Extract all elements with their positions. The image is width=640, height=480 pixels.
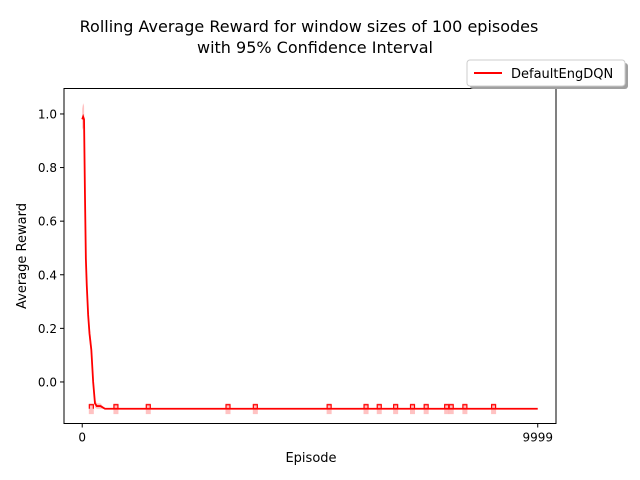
legend-label: DefaultEngDQN	[511, 67, 613, 82]
x-axis-ticks: 0 9999	[78, 423, 553, 445]
y-tick-label: 1.0	[38, 107, 57, 121]
plot-area	[81, 103, 538, 415]
line-spike-13	[462, 404, 468, 409]
line-spike-14	[490, 404, 497, 409]
line-spike-12	[448, 404, 454, 409]
line-spike-8	[393, 404, 399, 409]
chart-title-line1: Rolling Average Reward for window sizes …	[80, 17, 539, 36]
confidence-band	[82, 103, 538, 409]
line-spike-9	[409, 404, 416, 409]
line-spike-10	[423, 404, 429, 409]
line-spike-5	[326, 404, 332, 409]
chart-title-line2: with 95% Confidence Interval	[197, 38, 433, 57]
series-line-DefaultEngDQN	[81, 113, 538, 410]
x-axis-label: Episode	[285, 451, 336, 466]
axes-frame	[63, 88, 557, 424]
line-spike-6	[363, 404, 369, 409]
y-axis-ticks: 0.0 0.2 0.4 0.6 0.8 1.0	[38, 107, 64, 389]
line-spike-2	[145, 404, 151, 409]
y-tick-label: 0.8	[38, 161, 57, 175]
x-tick-label: 0	[78, 431, 86, 445]
line-spike-3	[225, 404, 231, 409]
legend: DefaultEngDQN	[466, 59, 628, 89]
legend-box	[466, 59, 626, 87]
x-tick-label: 9999	[522, 431, 553, 445]
y-tick-label: 0.0	[38, 375, 57, 389]
y-tick-label: 0.2	[38, 322, 57, 336]
y-axis-label: Average Reward	[15, 203, 30, 309]
ci-spike-0	[88, 403, 94, 415]
line-spike-7	[376, 404, 382, 409]
line-spike-0	[88, 404, 94, 409]
line-spike-4	[252, 404, 258, 409]
y-tick-label: 0.4	[38, 268, 57, 282]
y-tick-label: 0.6	[38, 215, 57, 229]
line-spike-1	[113, 404, 119, 409]
